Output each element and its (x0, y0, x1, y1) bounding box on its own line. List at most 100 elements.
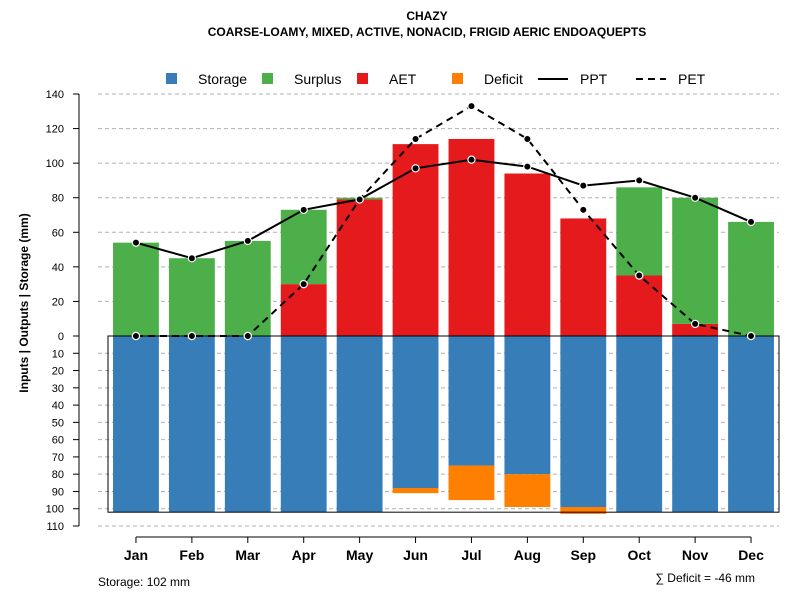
aet-bar-sep (560, 218, 607, 336)
ppt-point-jul (467, 155, 476, 164)
surplus-bar-jan (113, 242, 159, 336)
pet-point-sep (579, 205, 588, 215)
pet-point-mar (243, 331, 252, 341)
pet-point-jan (131, 331, 141, 341)
surplus-bar-oct (616, 187, 663, 276)
legend-swatch-deficit (452, 73, 463, 84)
aet-bar-aug (504, 173, 551, 336)
storage-bar-dec (728, 336, 774, 513)
y-tick-label-bottom-110: 110 (46, 521, 64, 533)
legend-label-ppt: PPT (580, 71, 608, 87)
legend: Storage Surplus AET Deficit PPT PET (166, 71, 706, 87)
y-tick-label-bottom-10: 10 (52, 348, 64, 360)
y-tick-label-top-40: 40 (52, 262, 64, 274)
ppt-point-apr (299, 205, 308, 215)
surplus-bar-nov (672, 197, 719, 324)
storage-footnote: Storage: 102 mm (98, 575, 190, 589)
legend-swatch-surplus (262, 73, 273, 84)
ppt-point-feb (187, 254, 197, 263)
x-tick-label-aug: Aug (514, 547, 541, 563)
y-tick-label-top-20: 20 (52, 296, 64, 308)
aet-bar-oct (616, 275, 663, 336)
y-tick-label-top-0: 0 (58, 331, 64, 343)
storage-bar-nov (672, 336, 719, 513)
x-tick-label-mar: Mar (235, 547, 260, 563)
y-axis-label: Inputs | Outputs | Storage (mm) (17, 213, 31, 392)
pet-point-jun (411, 134, 420, 144)
legend-label-surplus: Surplus (294, 71, 341, 87)
ppt-point-dec (746, 217, 756, 227)
storage-bar-mar (224, 336, 271, 513)
x-tick-label-sep: Sep (570, 547, 596, 563)
bars (107, 138, 780, 514)
axes: 0 20 40 60 80 100 120 140 10 20 30 40 50 60 70 80 90 100 1… (46, 89, 764, 563)
y-tick-label-bottom-90: 90 (52, 486, 64, 498)
x-tick-label-jun: Jun (403, 547, 428, 563)
ppt-point-nov (690, 193, 700, 202)
pet-line (136, 104, 752, 337)
legend-label-deficit: Deficit (484, 71, 523, 87)
x-tick-label-feb: Feb (179, 547, 204, 563)
aet-bar-may (336, 199, 383, 336)
x-tick-label-oct: Oct (628, 547, 652, 563)
x-tick-label-jul: Jul (461, 547, 481, 563)
aet-bar-jun (392, 144, 439, 336)
ppt-point-may (355, 195, 364, 204)
y-tick-label-bottom-60: 60 (52, 435, 64, 447)
ppt-point-sep (579, 181, 588, 190)
y-tick-label-top-140: 140 (46, 89, 64, 101)
pet-point-feb (187, 331, 197, 341)
storage-bar-may (336, 336, 383, 513)
y-tick-label-bottom-100: 100 (46, 504, 64, 516)
surplus-bar-dec (728, 221, 774, 336)
x-tick-label-apr: Apr (292, 547, 317, 563)
ppt-point-jun (411, 164, 420, 173)
ppt-line (135, 158, 752, 260)
x-tick-label-may: May (346, 547, 373, 563)
ppt-point-aug (523, 162, 532, 171)
ppt-point-jan (131, 238, 141, 247)
storage-bar-sep (560, 336, 607, 507)
surplus-bar-feb (168, 258, 215, 336)
aet-bar-jul (448, 138, 495, 336)
ppt-point-oct (635, 176, 644, 185)
deficit-bar-sep (560, 507, 607, 514)
pet-point-oct (635, 271, 644, 280)
deficit-bar-jun (392, 488, 439, 494)
pet-point-aug (523, 134, 532, 144)
y-tick-label-top-120: 120 (46, 124, 64, 136)
storage-bar-apr (280, 336, 327, 513)
x-tick-label-dec: Dec (738, 547, 764, 563)
pet-point-jul (467, 101, 476, 111)
aet-bar-apr (280, 284, 327, 336)
storage-bar-feb (168, 336, 215, 513)
y-tick-label-bottom-70: 70 (52, 452, 64, 464)
lines (131, 101, 756, 341)
storage-bar-oct (616, 336, 663, 513)
x-tick-label-nov: Nov (682, 547, 709, 563)
storage-bar-jan (113, 336, 159, 513)
pet-point-apr (299, 279, 308, 289)
y-tick-label-top-60: 60 (52, 227, 64, 239)
chart-title: CHAZY (406, 9, 447, 23)
y-tick-label-bottom-50: 50 (52, 417, 64, 429)
pet-point-dec (746, 331, 756, 341)
y-tick-label-bottom-80: 80 (52, 469, 64, 481)
aet-bar-nov (672, 323, 719, 336)
pet-point-nov (690, 319, 700, 329)
legend-label-pet: PET (678, 71, 706, 87)
surplus-bar-mar (224, 240, 271, 336)
deficit-bar-jul (448, 465, 495, 501)
legend-swatch-aet (357, 73, 368, 84)
deficit-footnote: ∑ Deficit = -46 mm (655, 571, 755, 585)
surplus-bar-apr (280, 209, 327, 285)
legend-swatch-storage (166, 73, 177, 84)
storage-bar-jun (392, 336, 439, 488)
y-tick-label-bottom-20: 20 (52, 366, 64, 378)
y-tick-label-top-100: 100 (46, 158, 64, 170)
y-tick-label-top-80: 80 (52, 193, 64, 205)
deficit-bar-aug (504, 474, 551, 507)
legend-label-aet: AET (389, 71, 417, 87)
ppt-point-mar (243, 236, 252, 246)
